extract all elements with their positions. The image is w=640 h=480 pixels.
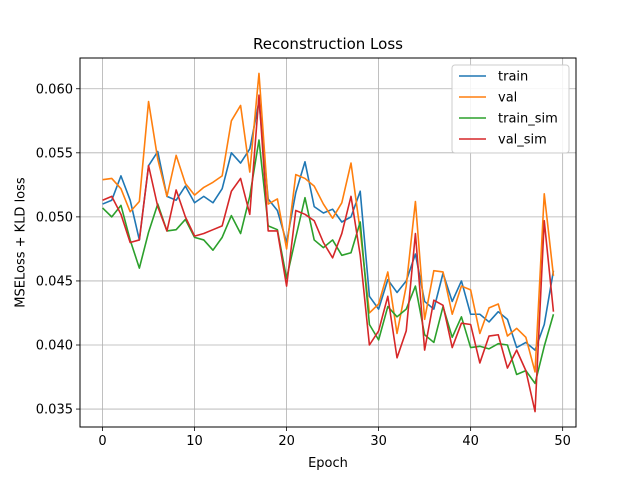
y-tick-label: 0.045 (36, 274, 73, 289)
legend-label-val: val (498, 91, 517, 106)
legend-label-val-sim: val_sim (498, 133, 547, 148)
y-axis-label: MSELoss + KLD loss (14, 177, 29, 308)
y-axis-ticks: 0.035 0.040 0.045 0.050 0.055 0.060 (36, 82, 80, 418)
x-tick-label: 40 (462, 434, 479, 449)
legend: train val train_sim val_sim (451, 64, 570, 154)
legend-box (451, 64, 570, 154)
x-axis-ticks: 0 10 20 30 40 50 (98, 427, 571, 449)
x-axis-label: Epoch (308, 456, 348, 471)
y-tick-label: 0.050 (36, 210, 73, 225)
chart-title: Reconstruction Loss (253, 35, 403, 53)
y-tick-label: 0.060 (36, 82, 73, 97)
x-tick-label: 30 (370, 434, 387, 449)
x-tick-label: 20 (278, 434, 295, 449)
x-tick-label: 10 (186, 434, 203, 449)
series-line-train-sim (101, 139, 555, 385)
y-tick-label: 0.055 (36, 146, 73, 161)
series-line-val (102, 72, 555, 373)
legend-label-train-sim: train_sim (498, 112, 558, 127)
x-tick-label: 0 (98, 434, 106, 449)
series-layer (101, 72, 555, 413)
plot-area-frame (79, 57, 577, 428)
y-tick-label: 0.035 (36, 403, 73, 418)
legend-label-train: train (498, 70, 528, 85)
y-tick-label: 0.040 (36, 339, 73, 354)
x-tick-label: 50 (554, 434, 571, 449)
series-line-val-sim (102, 94, 555, 413)
